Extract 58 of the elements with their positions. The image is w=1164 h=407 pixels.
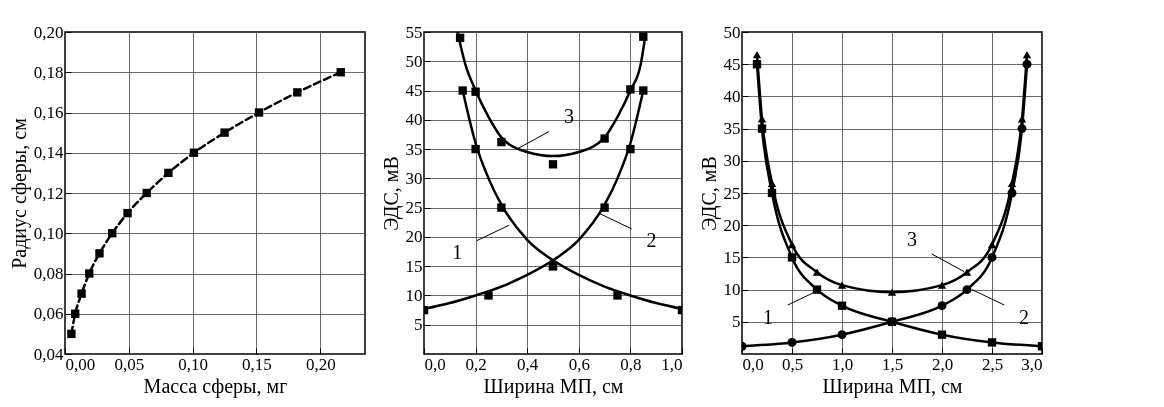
x-tick-label: 0,0 [424, 354, 446, 374]
x-tick-label: 1,0 [661, 354, 683, 374]
annotation: 2 [1019, 305, 1029, 328]
y-tick-label: 0,18 [33, 62, 64, 82]
y-axis-title: Радиус сферы, см [7, 117, 31, 269]
y-tick-label: 0,12 [33, 183, 64, 203]
x-tick-label: 3,0 [1021, 354, 1043, 374]
y-tick-label: 15 [723, 247, 741, 267]
y-tick-label: 0,10 [33, 223, 64, 243]
y-tick-label: 35 [723, 119, 741, 139]
x-tick-label: 0,05 [114, 354, 145, 374]
y-tick-label: 20 [723, 215, 741, 235]
y-axis-title: ЭДС, мВ [697, 156, 721, 231]
y-tick-label: 0,04 [33, 344, 64, 364]
y-tick-label: 40 [405, 110, 423, 130]
y-tick-label: 0,06 [33, 304, 64, 324]
y-tick-label: 5 [414, 315, 423, 335]
x-axis-title: Масса сферы, мг [143, 374, 288, 398]
y-tick-label: 10 [405, 285, 423, 305]
x-tick-label: 0,5 [781, 354, 804, 374]
x-tick-label: 0,6 [568, 354, 590, 374]
x-tick-label: 0,2 [465, 354, 487, 374]
y-tick-label: 25 [405, 198, 423, 218]
x-tick-label: 2,0 [931, 354, 954, 374]
x-tick-label: 0,8 [620, 354, 642, 374]
y-tick-label: 30 [405, 168, 423, 188]
x-tick-label: 0,4 [517, 354, 539, 374]
x-tick-label: 0,20 [305, 354, 336, 374]
y-tick-label: 55 [405, 22, 423, 42]
y-tick-label: 50 [723, 22, 741, 42]
annotation: 1 [763, 305, 773, 328]
y-tick-label: 0,16 [33, 103, 64, 122]
annotation: 1 [452, 241, 463, 264]
y-tick-label: 35 [405, 139, 423, 159]
x-tick-label: 0,10 [178, 354, 209, 374]
annotation: 3 [907, 227, 917, 250]
y-tick-label: 0,14 [33, 143, 64, 163]
y-tick-label: 5 [732, 312, 741, 332]
y-tick-label: 30 [723, 151, 741, 171]
y-tick-label: 40 [723, 86, 741, 106]
y-tick-label: 20 [405, 227, 423, 247]
y-tick-label: 0,20 [33, 22, 64, 42]
y-tick-label: 25 [723, 183, 741, 203]
x-tick-label: 2,5 [981, 354, 1004, 374]
x-tick-label: 0,00 [65, 354, 96, 374]
x-tick-label: 1,5 [881, 354, 904, 374]
y-tick-label: 10 [723, 280, 741, 300]
y-tick-label: 0,08 [33, 264, 64, 283]
x-axis-title: Ширина МП, см [822, 374, 963, 398]
y-tick-label: 45 [405, 81, 423, 101]
y-tick-label: 45 [723, 54, 741, 74]
x-tick-label: 0,0 [742, 354, 764, 374]
x-tick-label: 0,15 [242, 354, 272, 374]
y-tick-label: 15 [405, 256, 423, 276]
y-axis-title: ЭДС, мВ [379, 156, 403, 231]
y-tick-label: 50 [405, 51, 423, 71]
x-tick-label: 1,0 [831, 354, 854, 374]
x-axis-title: Ширина МП, см [483, 374, 624, 398]
